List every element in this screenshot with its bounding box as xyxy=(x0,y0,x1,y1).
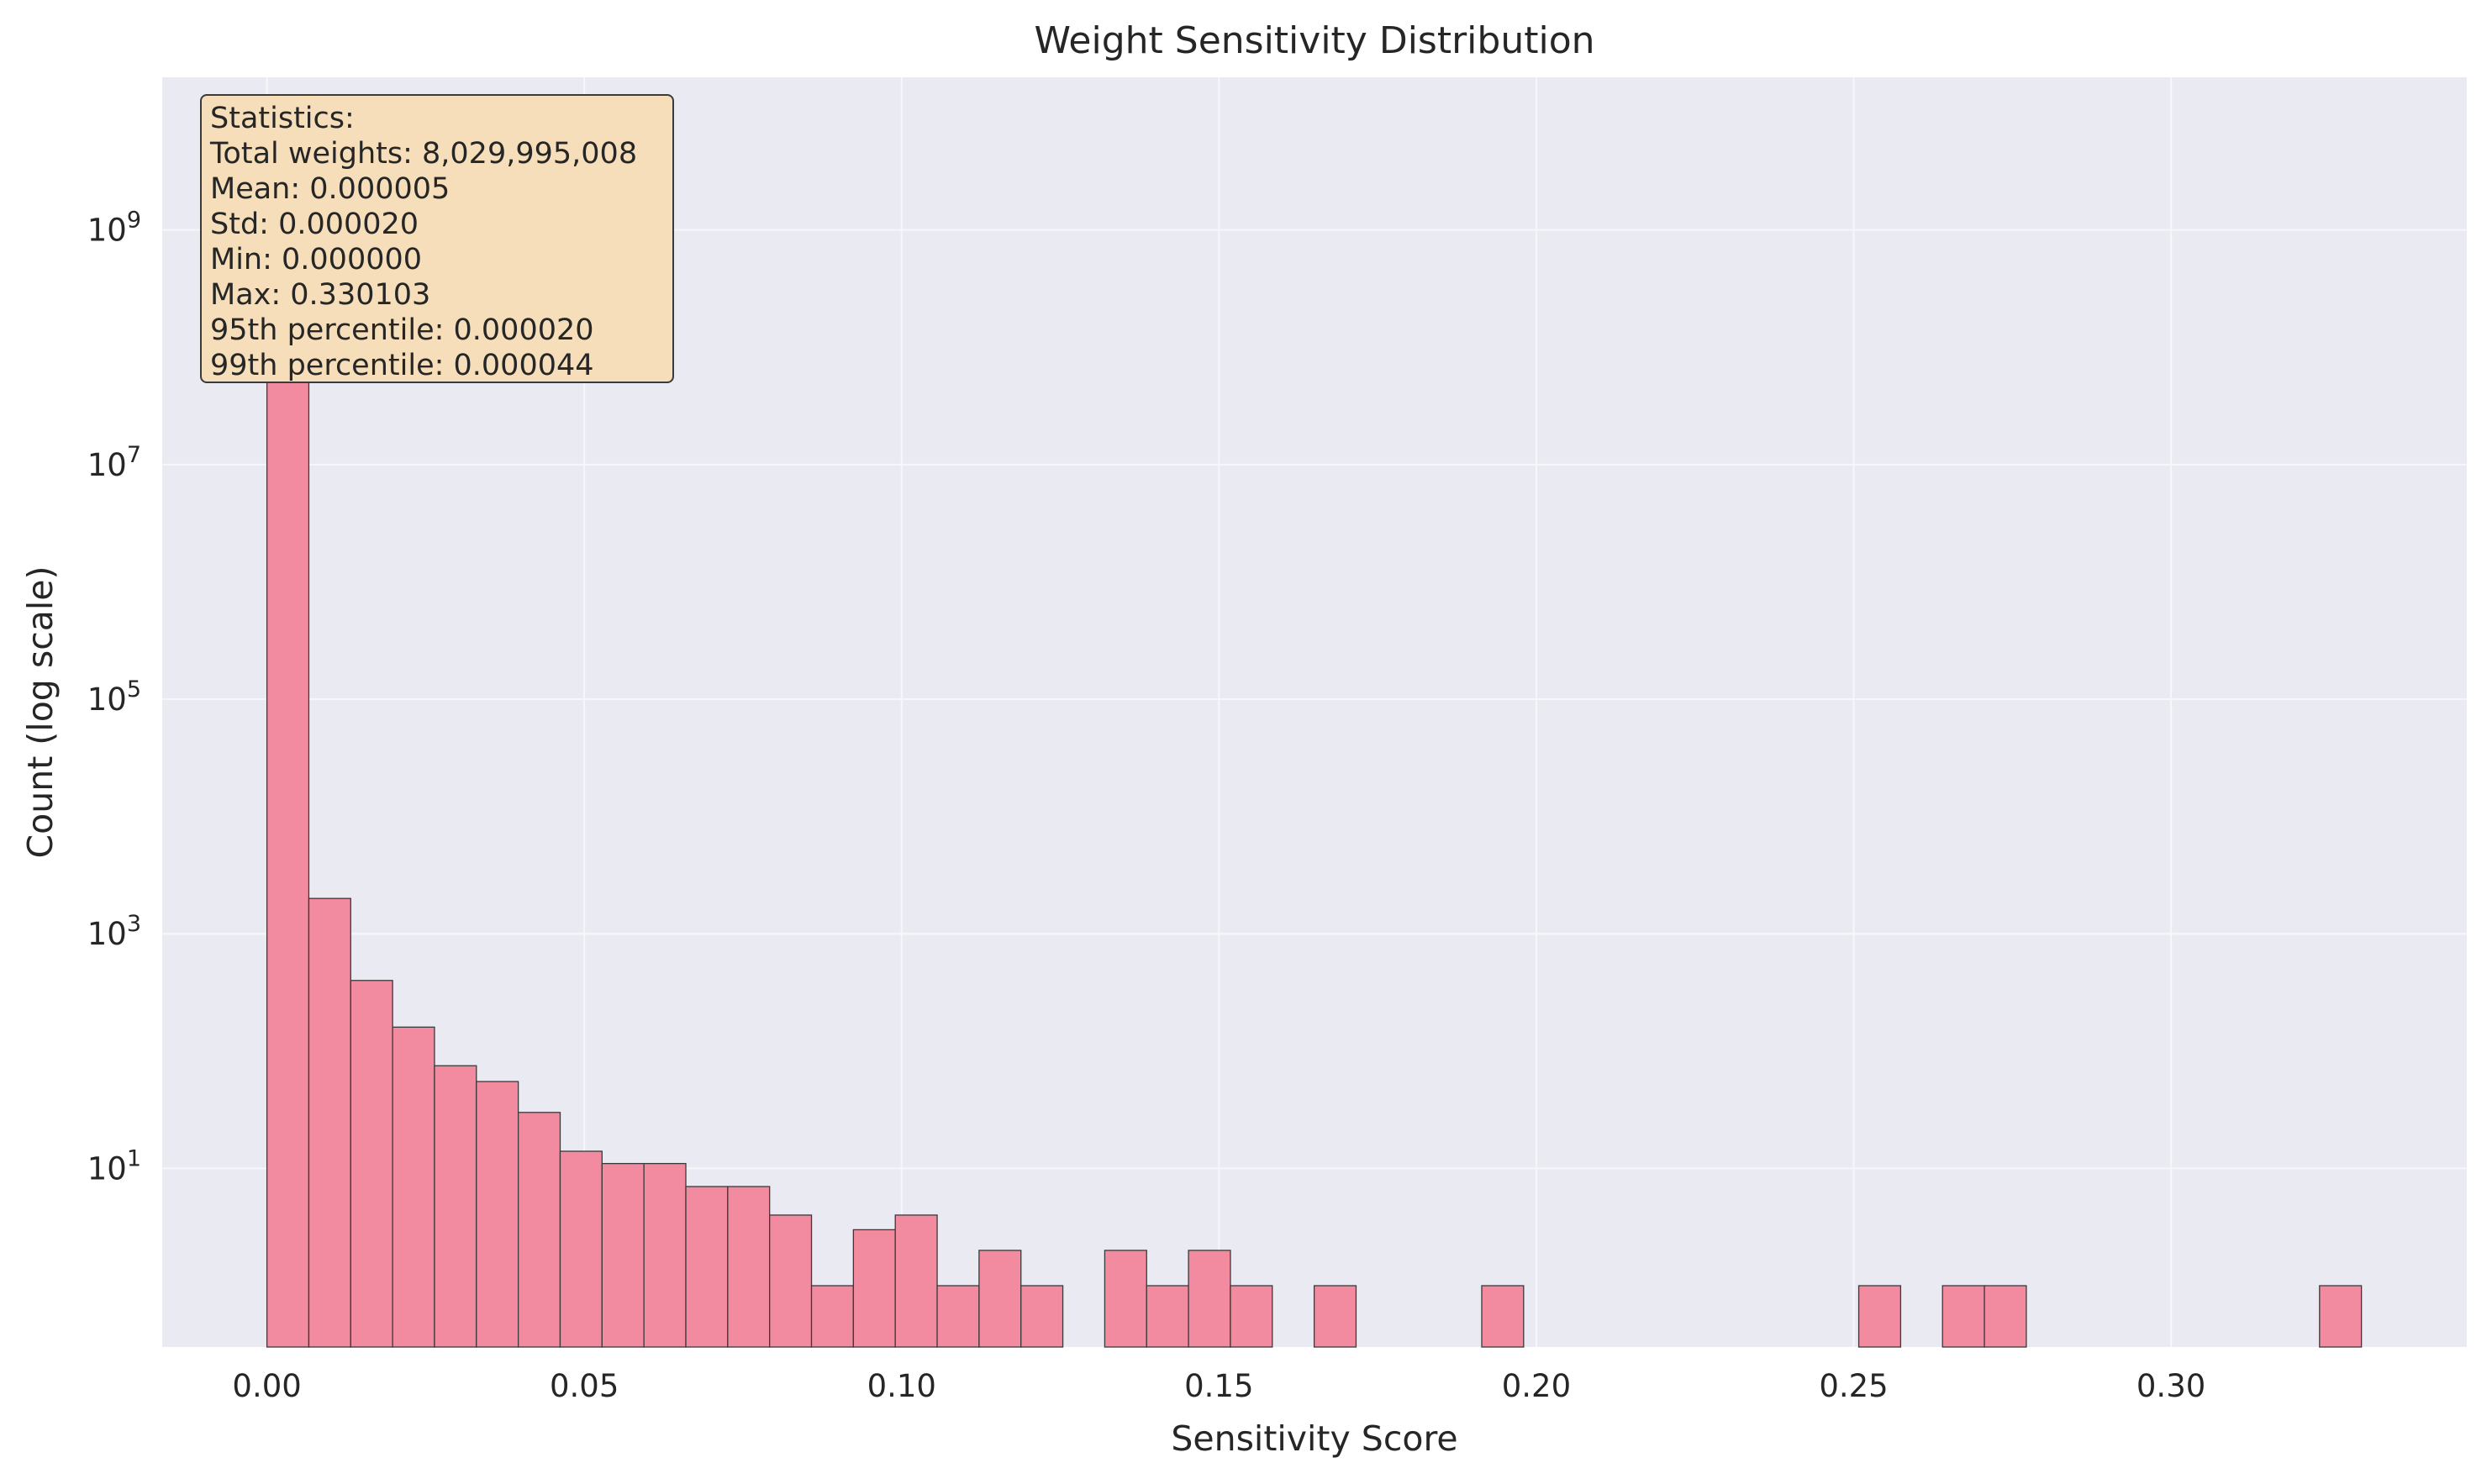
histogram-bar xyxy=(1188,1250,1231,1348)
histogram-bar xyxy=(1313,1285,1357,1348)
statistics-box: Statistics: Total weights: 8,029,995,008… xyxy=(200,94,674,383)
y-tick-label: 101 xyxy=(87,1145,141,1187)
x-tick-label: 0.30 xyxy=(2136,1368,2205,1404)
histogram-bar xyxy=(476,1081,519,1348)
histogram-bars xyxy=(266,123,2363,1348)
chart-title: Weight Sensitivity Distribution xyxy=(1034,19,1594,62)
histogram-bar xyxy=(434,1065,477,1348)
histogram-bar xyxy=(1146,1285,1189,1348)
histogram-bar xyxy=(1941,1285,1985,1348)
x-tick-label: 0.20 xyxy=(1502,1368,1571,1404)
histogram-bar xyxy=(769,1214,813,1348)
histogram-bar xyxy=(1984,1285,2027,1348)
histogram-bar xyxy=(2319,1285,2363,1348)
stats-line-min: Min: 0.000000 xyxy=(210,243,423,276)
histogram-bar xyxy=(517,1112,561,1348)
histogram-bar xyxy=(852,1229,896,1348)
histogram-bar xyxy=(350,980,393,1348)
histogram-bar xyxy=(392,1026,435,1348)
y-tick-label: 105 xyxy=(87,676,141,718)
x-tick-label: 0.15 xyxy=(1184,1368,1253,1404)
histogram-bar xyxy=(1020,1285,1064,1348)
x-tick-label: 0.25 xyxy=(1819,1368,1888,1404)
y-tick-label: 109 xyxy=(87,208,141,249)
x-tick-label: 0.05 xyxy=(550,1368,619,1404)
histogram-bar xyxy=(1230,1285,1273,1348)
histogram-bar xyxy=(685,1186,729,1348)
y-tick-label: 107 xyxy=(87,442,141,483)
histogram-bar xyxy=(308,897,351,1348)
y-axis-label: Count (log scale) xyxy=(20,566,61,859)
histogram-bar xyxy=(1104,1250,1147,1348)
x-axis-label: Sensitivity Score xyxy=(1171,1418,1457,1459)
x-tick-label: 0.00 xyxy=(232,1368,301,1404)
stats-line-99th-percentile: 99th percentile: 0.000044 xyxy=(210,349,594,382)
x-axis-ticks: 0.00 0.05 0.10 0.15 0.20 0.25 0.30 xyxy=(232,1368,2205,1404)
histogram-bar xyxy=(936,1285,980,1348)
stats-line-mean: Mean: 0.000005 xyxy=(210,172,450,206)
histogram-bar xyxy=(894,1214,938,1348)
y-axis-ticks: 101 103 105 107 109 xyxy=(87,208,141,1187)
stats-line-max: Max: 0.330103 xyxy=(210,278,431,312)
stats-line-heading: Statistics: xyxy=(210,102,355,135)
y-tick-label: 103 xyxy=(87,911,141,952)
stats-line-95th-percentile: 95th percentile: 0.000020 xyxy=(210,313,594,347)
stats-line-std: Std: 0.000020 xyxy=(210,208,419,241)
histogram-bar xyxy=(1857,1285,1902,1348)
histogram-bar xyxy=(601,1162,645,1348)
stats-line-total-weights: Total weights: 8,029,995,008 xyxy=(210,137,638,171)
histogram-bar xyxy=(559,1150,603,1348)
histogram-bar xyxy=(727,1186,771,1348)
x-tick-label: 0.10 xyxy=(867,1368,936,1404)
histogram-bar xyxy=(1481,1285,1525,1348)
histogram-bar xyxy=(810,1285,855,1348)
histogram-bar xyxy=(978,1250,1022,1348)
histogram-bar xyxy=(643,1162,687,1348)
